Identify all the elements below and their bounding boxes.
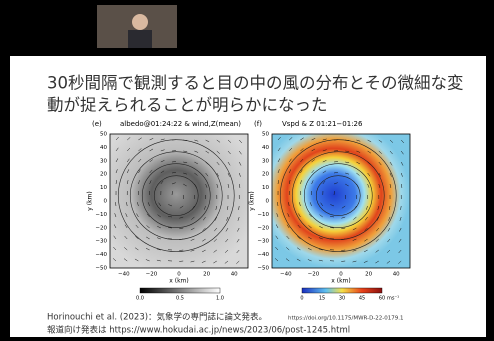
colorbar-unit: ms⁻¹	[387, 296, 399, 302]
person-head	[132, 14, 148, 30]
y-tick-label: 10	[262, 185, 269, 191]
panel-title: Vspd & Z 01:21−01:26	[282, 120, 363, 128]
y-axis-label: y (km)	[87, 191, 94, 210]
y-tick-label: 30	[262, 158, 269, 164]
panel-title: albedo@01:24:22 & wind,Z(mean)	[120, 120, 241, 128]
y-tick-label: 20	[100, 172, 107, 178]
y-tick-label: −10	[95, 212, 107, 218]
citation: Horinouchi et al. (2023)：気象学の専門誌に論文発表。	[47, 312, 267, 323]
colorbar	[140, 288, 220, 293]
colorbar-tick: 0	[300, 296, 303, 302]
y-tick-label: 40	[262, 145, 269, 151]
panel-label: (f)	[254, 120, 262, 128]
y-tick-label: 0	[104, 199, 108, 205]
colorbar-tick: 0.0	[136, 296, 144, 302]
x-tick-label: −20	[146, 272, 158, 278]
colorbar-tick: 60	[379, 296, 385, 302]
colorbar-tick: 45	[359, 296, 365, 302]
y-tick-label: −50	[257, 266, 269, 272]
slide-title: 30秒間隔で観測すると目の中の風の分布とその微細な変	[47, 74, 464, 93]
y-tick-label: 30	[100, 158, 107, 164]
colorbar-tick: 15	[319, 296, 325, 302]
y-tick-label: 40	[100, 145, 107, 151]
x-tick-label: 20	[365, 272, 372, 278]
y-tick-label: 20	[262, 172, 269, 178]
y-tick-label: −20	[257, 225, 269, 231]
person-body	[128, 30, 152, 48]
y-tick-label: 0	[266, 199, 270, 205]
colorbar	[302, 288, 382, 293]
x-tick-label: −20	[308, 272, 320, 278]
y-tick-label: 50	[100, 132, 107, 138]
y-tick-label: −20	[95, 225, 107, 231]
y-axis-label: y (km)	[249, 191, 256, 210]
y-tick-label: −50	[95, 266, 107, 272]
slide-title: 動が捉えられることが明らかになった	[47, 96, 328, 115]
y-tick-label: −40	[257, 252, 269, 258]
doi: https://doi.org/10.1175/MWR-D-22-0179.1	[288, 316, 404, 322]
x-axis-label: x (km)	[169, 278, 188, 285]
colorbar-tick: 30	[339, 296, 345, 302]
y-tick-label: 10	[100, 185, 107, 191]
x-tick-label: −40	[118, 272, 130, 278]
y-tick-label: −30	[257, 239, 269, 245]
y-tick-label: −30	[95, 239, 107, 245]
colorbar-tick: 0.5	[176, 296, 184, 302]
x-tick-label: −40	[280, 272, 292, 278]
x-tick-label: 20	[203, 272, 210, 278]
colorbar-tick: 1.0	[216, 296, 224, 302]
y-tick-label: 50	[262, 132, 269, 138]
y-tick-label: −10	[257, 212, 269, 218]
screen: 30秒間隔で観測すると目の中の風の分布とその微細な変動が捉えられることが明らかに…	[0, 0, 494, 337]
x-axis-label: x (km)	[331, 278, 350, 285]
press-release: 報道向け発表は https://www.hokudai.ac.jp/news/2…	[47, 325, 350, 336]
panel-label: (e)	[92, 120, 102, 128]
y-tick-label: −40	[95, 252, 107, 258]
x-tick-label: 40	[393, 272, 400, 278]
x-tick-label: 40	[231, 272, 238, 278]
